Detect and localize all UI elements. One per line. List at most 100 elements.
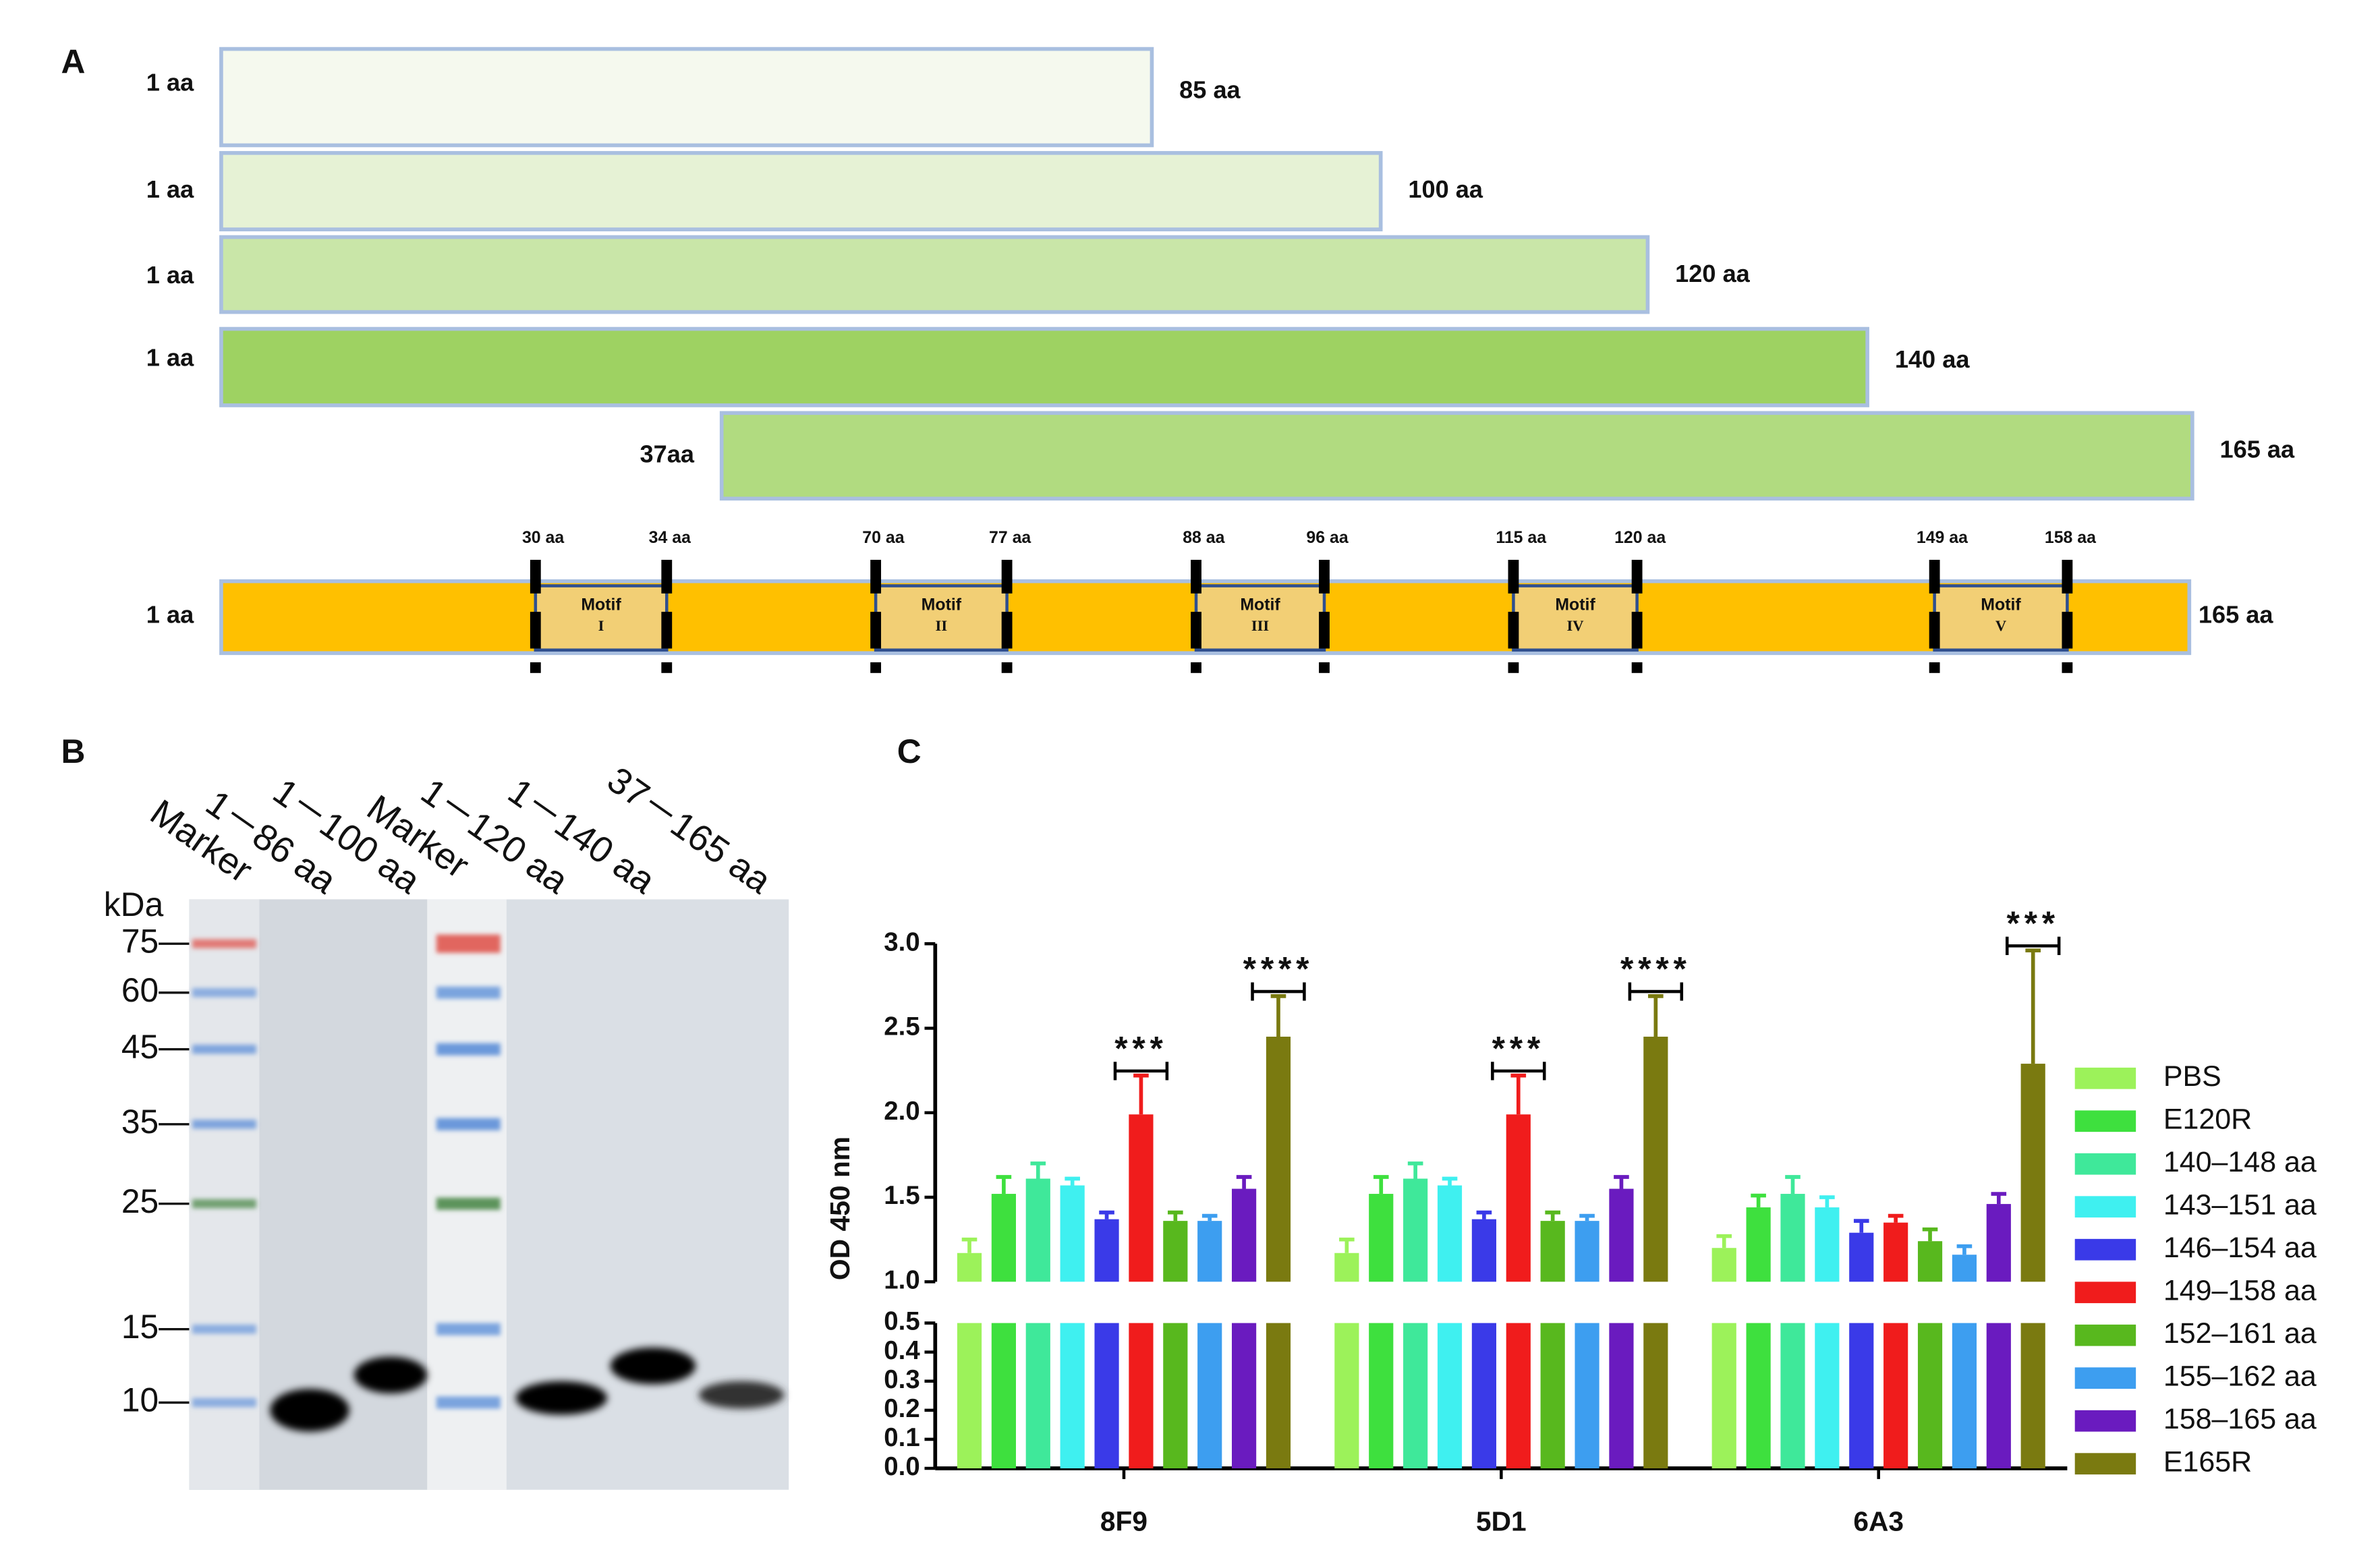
motif-boundary [530, 662, 541, 673]
legend-label: 155–162 aa [2163, 1360, 2317, 1393]
motif-end: 158 aa [2045, 528, 2097, 547]
error-bar [1442, 1176, 1458, 1186]
band [353, 1356, 428, 1393]
bar [1540, 1323, 1565, 1469]
construct-end: 140 aa [1895, 345, 1970, 373]
bar [1883, 1222, 1908, 1282]
legend-swatch [2074, 1453, 2136, 1475]
bar [1609, 1188, 1634, 1282]
band [515, 1381, 608, 1415]
bar [1917, 1323, 1943, 1469]
motif-boundary [1319, 559, 1330, 594]
motif-numeral: IV [1566, 617, 1584, 634]
marker-band [192, 939, 256, 948]
construct-bar [719, 411, 2194, 501]
error-bar [1339, 1237, 1355, 1253]
bar [1025, 1178, 1050, 1282]
marker-bands [192, 934, 501, 1409]
motif-end: 96 aa [1306, 528, 1349, 547]
y-tick-label: 2.5 [884, 1012, 919, 1041]
error-bar [1545, 1210, 1560, 1221]
motif-boundary [1631, 559, 1643, 594]
error-bar [996, 1175, 1012, 1195]
motif-start: 70 aa [862, 528, 905, 547]
legend-swatch [2074, 1110, 2136, 1132]
motif-end: 77 aa [989, 528, 1031, 547]
construct-end: 165 aa [2220, 436, 2295, 463]
significance-bracket [1628, 982, 1684, 1001]
marker-label: 10 [121, 1381, 159, 1419]
legend-swatch [2074, 1282, 2136, 1304]
y-tick-label: 0.0 [884, 1452, 919, 1481]
bar [1575, 1323, 1599, 1469]
bar [1129, 1114, 1154, 1282]
motif-boundary [661, 662, 673, 673]
bar [1471, 1323, 1497, 1469]
motif-numeral: II [936, 617, 948, 634]
y-tick-label: 0.5 [884, 1307, 919, 1336]
error-bar [1888, 1213, 1904, 1223]
bar [2020, 1064, 2045, 1282]
significance-bracket [2005, 936, 2061, 956]
motif-box [534, 584, 669, 652]
y-tick-label: 0.3 [884, 1365, 919, 1394]
bar [1369, 1194, 1394, 1282]
bar [991, 1323, 1016, 1469]
bar [1917, 1241, 1943, 1282]
panel-label: A [61, 42, 85, 80]
error-bar [1751, 1193, 1766, 1208]
bar [1197, 1221, 1222, 1282]
bar [1609, 1323, 1634, 1469]
bar [1334, 1253, 1359, 1282]
track-start: 1 aa [146, 600, 194, 628]
bar [1815, 1207, 1840, 1282]
legend-label: E165R [2163, 1446, 2252, 1478]
bar [1437, 1323, 1463, 1469]
error-bar [1991, 1192, 2007, 1205]
y-tick-label: 2.0 [884, 1097, 919, 1126]
motif-numeral: III [1251, 617, 1270, 634]
motif-boundary [530, 612, 541, 649]
marker-band [192, 1199, 256, 1209]
significance-label: *** [1114, 1029, 1167, 1067]
bar [1266, 1323, 1291, 1469]
error-bar [1407, 1161, 1423, 1179]
motif-boundary [1319, 612, 1330, 649]
y-tick-label: 1.5 [884, 1181, 919, 1210]
motif-numeral: V [1995, 617, 2007, 634]
error-bar [1133, 1073, 1149, 1115]
band [698, 1381, 785, 1409]
legend-label: 146–154 aa [2163, 1232, 2317, 1264]
error-bar [1648, 994, 1664, 1037]
motif-name: Motif [922, 596, 962, 614]
bar [1849, 1232, 1874, 1282]
bar [1060, 1323, 1085, 1469]
motif-boundary [1929, 662, 1940, 673]
error-bar [1270, 994, 1286, 1037]
motif-boundary [1508, 662, 1519, 673]
y-tick-label: 1.0 [884, 1265, 919, 1294]
error-bar [1510, 1073, 1527, 1115]
marker-label: 45 [121, 1028, 159, 1066]
bar [1163, 1323, 1188, 1469]
marker-band [436, 1118, 501, 1130]
motif-boundary [530, 559, 541, 594]
construct-bar [219, 326, 1869, 407]
marker-band [436, 1323, 501, 1335]
construct-bar [219, 150, 1383, 231]
marker-band [192, 1119, 256, 1129]
marker-band [436, 934, 501, 953]
legend-swatch [2074, 1238, 2136, 1261]
bar [1780, 1194, 1805, 1282]
construct-end: 120 aa [1675, 260, 1750, 287]
error-bar [1922, 1227, 1938, 1242]
x-tick-label: 5D1 [1476, 1505, 1527, 1536]
legend-swatch [2074, 1067, 2136, 1089]
error-bar [1065, 1176, 1080, 1186]
error-bar [1099, 1210, 1114, 1219]
significance-label: **** [1620, 950, 1691, 988]
legend-swatch [2074, 1196, 2136, 1218]
motif-name: Motif [1240, 596, 1280, 614]
legend-label: 158–165 aa [2163, 1403, 2317, 1435]
construct-end: 85 aa [1179, 76, 1241, 104]
